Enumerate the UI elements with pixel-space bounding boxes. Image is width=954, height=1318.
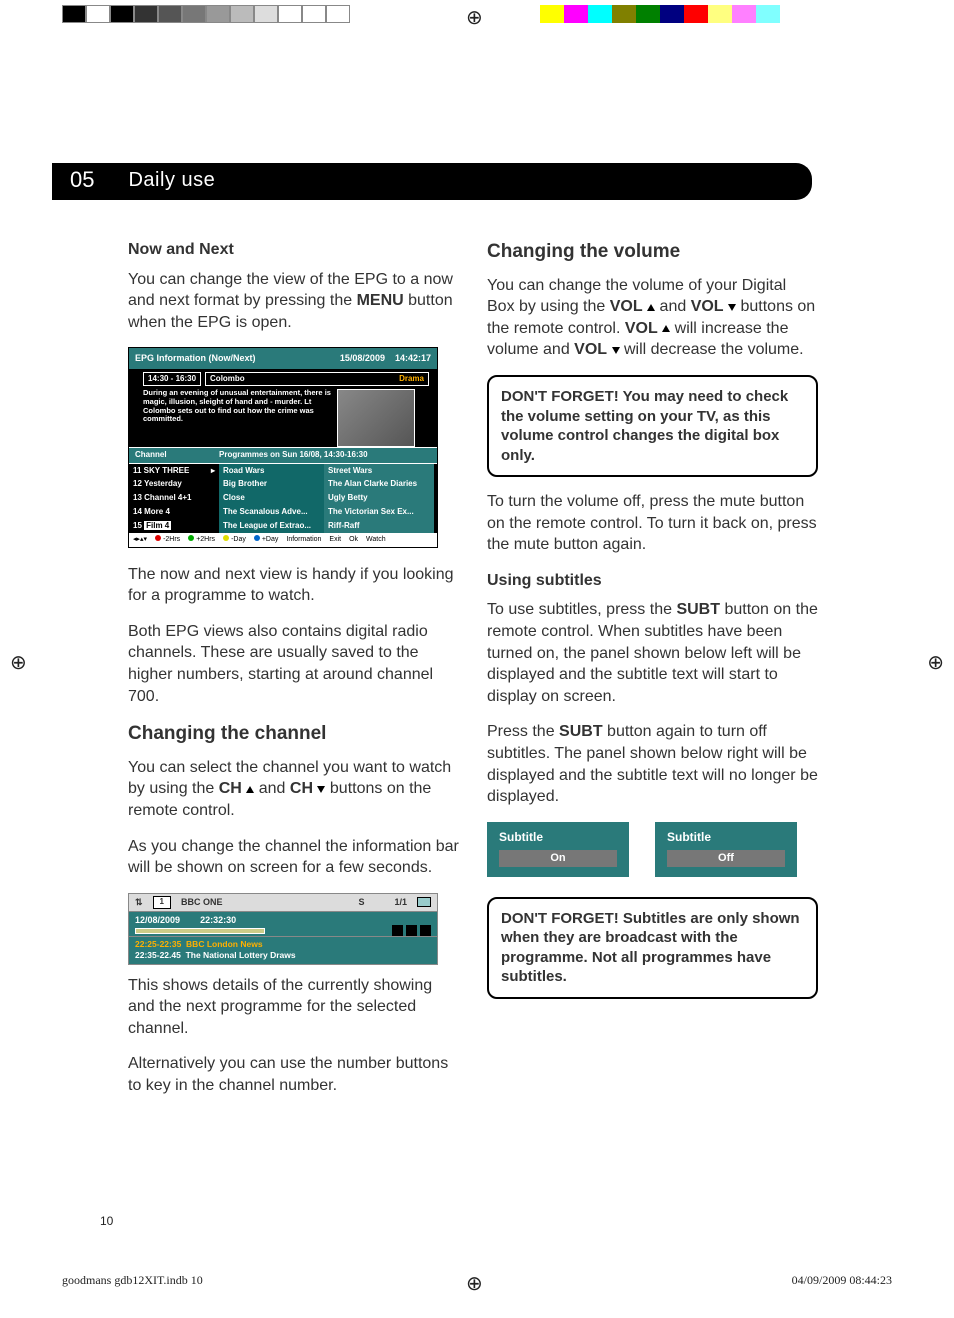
heading-now-next: Now and Next — [128, 239, 459, 261]
epg-screenshot: EPG Information (Now/Next) 15/08/2009 14… — [128, 347, 438, 547]
para-vol: You can change the volume of your Digita… — [487, 275, 818, 361]
callout-subtitles: DON'T FORGET! Subtitles are only shown w… — [487, 897, 818, 999]
registration-mark-left: ⊕ — [10, 650, 27, 675]
subtitle-state-on: On — [499, 850, 617, 867]
para-details: This shows details of the currently show… — [128, 975, 459, 1040]
infobar-chnum: 1 — [153, 896, 171, 909]
epg-description: During an evening of unusual entertainme… — [143, 389, 343, 424]
subtitle-panels: Subtitle On Subtitle Off — [487, 822, 818, 877]
infobar-s: S — [358, 896, 364, 908]
para-sub1: To use subtitles, press the SUBT button … — [487, 599, 818, 707]
colorbar-left — [62, 5, 350, 23]
heading-subtitles: Using subtitles — [487, 570, 818, 592]
callout-volume: DON'T FORGET! You may need to check the … — [487, 375, 818, 477]
para-radio: Both EPG views also contains digital rad… — [128, 621, 459, 707]
registration-mark-right: ⊕ — [927, 650, 944, 675]
epg-timeslot: 14:30 - 16:30 — [143, 372, 201, 387]
epg-grid: 11 SKY THREE ▸Road WarsStreet Wars12 Yes… — [129, 464, 437, 533]
chapter-title: Daily use — [108, 163, 812, 200]
infobar-box-icon — [417, 897, 431, 907]
chapter-number: 05 — [52, 163, 108, 200]
subtitle-panel-on: Subtitle On — [487, 822, 629, 877]
infobar-mid: 12/08/2009 22:32:30 — [128, 912, 438, 937]
subtitle-label: Subtitle — [499, 829, 617, 845]
para-sub2: Press the SUBT button again to turn off … — [487, 721, 818, 807]
registration-mark-bottom: ⊕ — [466, 1271, 483, 1296]
para-ch-select: You can select the channel you want to w… — [128, 757, 459, 822]
infobar-squares — [392, 925, 431, 936]
left-column: Now and Next You can change the view of … — [128, 235, 459, 1111]
right-column: Changing the volume You can change the v… — [487, 235, 818, 1111]
chapter-header: 05 Daily use — [52, 163, 812, 200]
para-numbers: Alternatively you can use the number but… — [128, 1053, 459, 1096]
subtitle-panel-off: Subtitle Off — [655, 822, 797, 877]
footer-file: goodmans gdb12XIT.indb 10 — [62, 1273, 203, 1288]
para-mute: To turn the volume off, press the mute b… — [487, 491, 818, 556]
para-nn-handy: The now and next view is handy if you lo… — [128, 564, 459, 607]
progress-bar — [135, 928, 265, 934]
para-now-next: You can change the view of the EPG to a … — [128, 269, 459, 334]
colorbar-right — [540, 5, 780, 23]
nav-arrows-icon: ◂▸▴▾ — [133, 535, 147, 544]
updown-icon: ⇅ — [135, 896, 143, 908]
infobar-bottom: 22:25-22:35 BBC London News 22:35-22.45 … — [128, 937, 438, 965]
heading-change-channel: Changing the channel — [128, 721, 459, 747]
infobar-screenshot: ⇅ 1 BBC ONE S 1/1 12/08/2009 22:32:30 22… — [128, 893, 438, 965]
epg-prog-title: Colombo Drama — [205, 372, 429, 387]
epg-preview-thumb — [337, 389, 415, 447]
infobar-chname: BBC ONE — [181, 896, 223, 908]
epg-header: EPG Information (Now/Next) 15/08/2009 14… — [129, 348, 437, 368]
footer-date: 04/09/2009 08:44:23 — [792, 1273, 892, 1288]
page-number: 10 — [100, 1214, 113, 1228]
infobar-top: ⇅ 1 BBC ONE S 1/1 — [128, 893, 438, 912]
heading-volume: Changing the volume — [487, 239, 818, 265]
subtitle-state-off: Off — [667, 850, 785, 867]
epg-title: EPG Information (Now/Next) — [135, 352, 256, 364]
down-triangle-icon — [612, 347, 620, 354]
epg-grid-header: Channel Programmes on Sun 16/08, 14:30-1… — [129, 447, 437, 464]
down-triangle-icon — [728, 304, 736, 311]
epg-legend: ◂▸▴▾ -2Hrs +2Hrs -Day +Day Information E… — [129, 533, 437, 546]
epg-datetime: 15/08/2009 14:42:17 — [340, 352, 431, 364]
up-triangle-icon — [662, 325, 670, 332]
para-infobar: As you change the channel the informatio… — [128, 836, 459, 879]
subtitle-label: Subtitle — [667, 829, 785, 845]
epg-genre: Drama — [399, 374, 424, 385]
registration-mark-top: ⊕ — [466, 5, 483, 30]
up-triangle-icon — [647, 304, 655, 311]
infobar-page: 1/1 — [394, 896, 407, 908]
